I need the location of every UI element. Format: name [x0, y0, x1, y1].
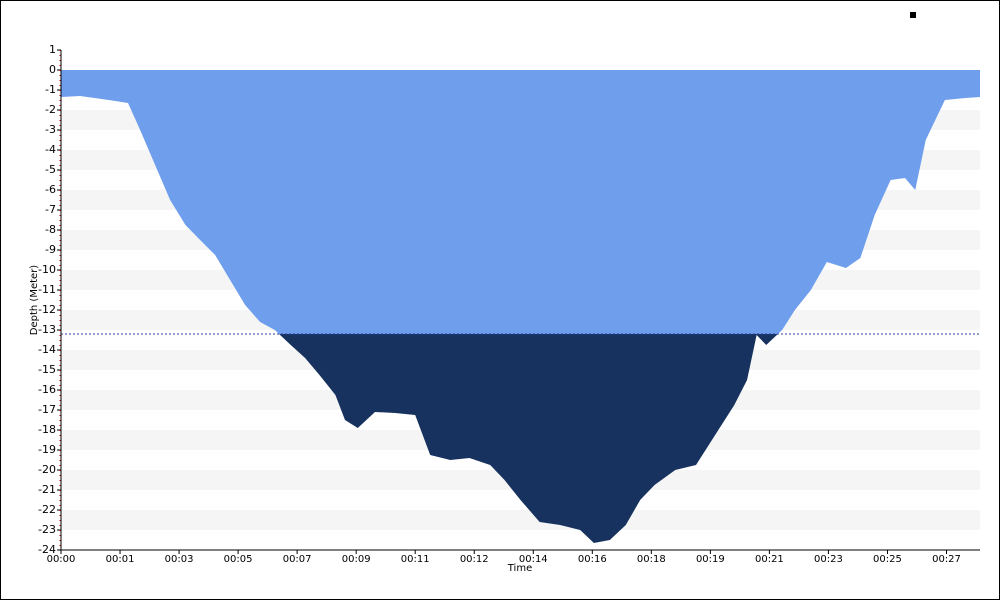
depth-area	[61, 70, 980, 334]
x-tick-label: 00:23	[814, 554, 843, 565]
x-tick-label: 00:09	[342, 554, 371, 565]
x-tick-label: 00:12	[460, 554, 489, 565]
y-tick-label: -12	[38, 303, 56, 316]
y-tick-label: -22	[38, 503, 56, 516]
y-tick-label: -14	[38, 343, 56, 356]
y-tick-label: -21	[38, 483, 56, 496]
y-tick-label: -20	[38, 463, 56, 476]
depth-area-deep	[279, 334, 778, 543]
grid-band	[61, 510, 980, 530]
y-tick-label: -18	[38, 423, 56, 436]
y-tick-label: -6	[45, 183, 56, 196]
x-tick-label: 00:01	[106, 554, 135, 565]
y-tick-label: -8	[45, 223, 56, 236]
x-axis-label: Time	[507, 563, 532, 574]
x-tick-label: 00:03	[165, 554, 194, 565]
y-tick-label: 1	[49, 43, 56, 56]
y-tick-label: -4	[45, 143, 56, 156]
y-tick-label: -7	[45, 203, 56, 216]
y-tick-label: -5	[45, 163, 56, 176]
x-tick-label: 00:00	[47, 554, 76, 565]
y-tick-label: -1	[45, 83, 56, 96]
x-tick-label: 00:07	[283, 554, 312, 565]
x-tick-label: 00:18	[637, 554, 666, 565]
y-tick-label: -23	[38, 523, 56, 536]
marker-icon	[910, 12, 916, 18]
y-tick-label: -15	[38, 363, 56, 376]
x-tick-label: 00:11	[401, 554, 430, 565]
x-tick-label: 00:27	[932, 554, 961, 565]
x-tick-label: 00:05	[224, 554, 253, 565]
y-tick-label: -24	[38, 543, 56, 556]
y-tick-label: -10	[38, 263, 56, 276]
x-tick-label: 00:19	[696, 554, 725, 565]
x-tick-label: 00:21	[755, 554, 784, 565]
x-tick-label: 00:14	[519, 554, 548, 565]
x-tick-label: 00:16	[578, 554, 607, 565]
x-tick-label: 00:25	[873, 554, 902, 565]
y-tick-label: -16	[38, 383, 56, 396]
y-tick-label: -3	[45, 123, 56, 136]
y-tick-label: -2	[45, 103, 56, 116]
y-tick-label: -17	[38, 403, 56, 416]
plot	[61, 70, 980, 543]
axes: 1 0 -1 -2 -3 -4 -5 -6 -7 -8 -9 -10 -11 -12 -13 -14 -15 -1…	[38, 43, 980, 565]
y-tick-label: -11	[38, 283, 56, 296]
y-tick-label: 0	[49, 63, 56, 76]
y-tick-label: -19	[38, 443, 56, 456]
y-tick-label: -13	[38, 323, 56, 336]
y-tick-label: -9	[45, 243, 56, 256]
y-axis-label: Depth (Meter)	[29, 265, 40, 336]
